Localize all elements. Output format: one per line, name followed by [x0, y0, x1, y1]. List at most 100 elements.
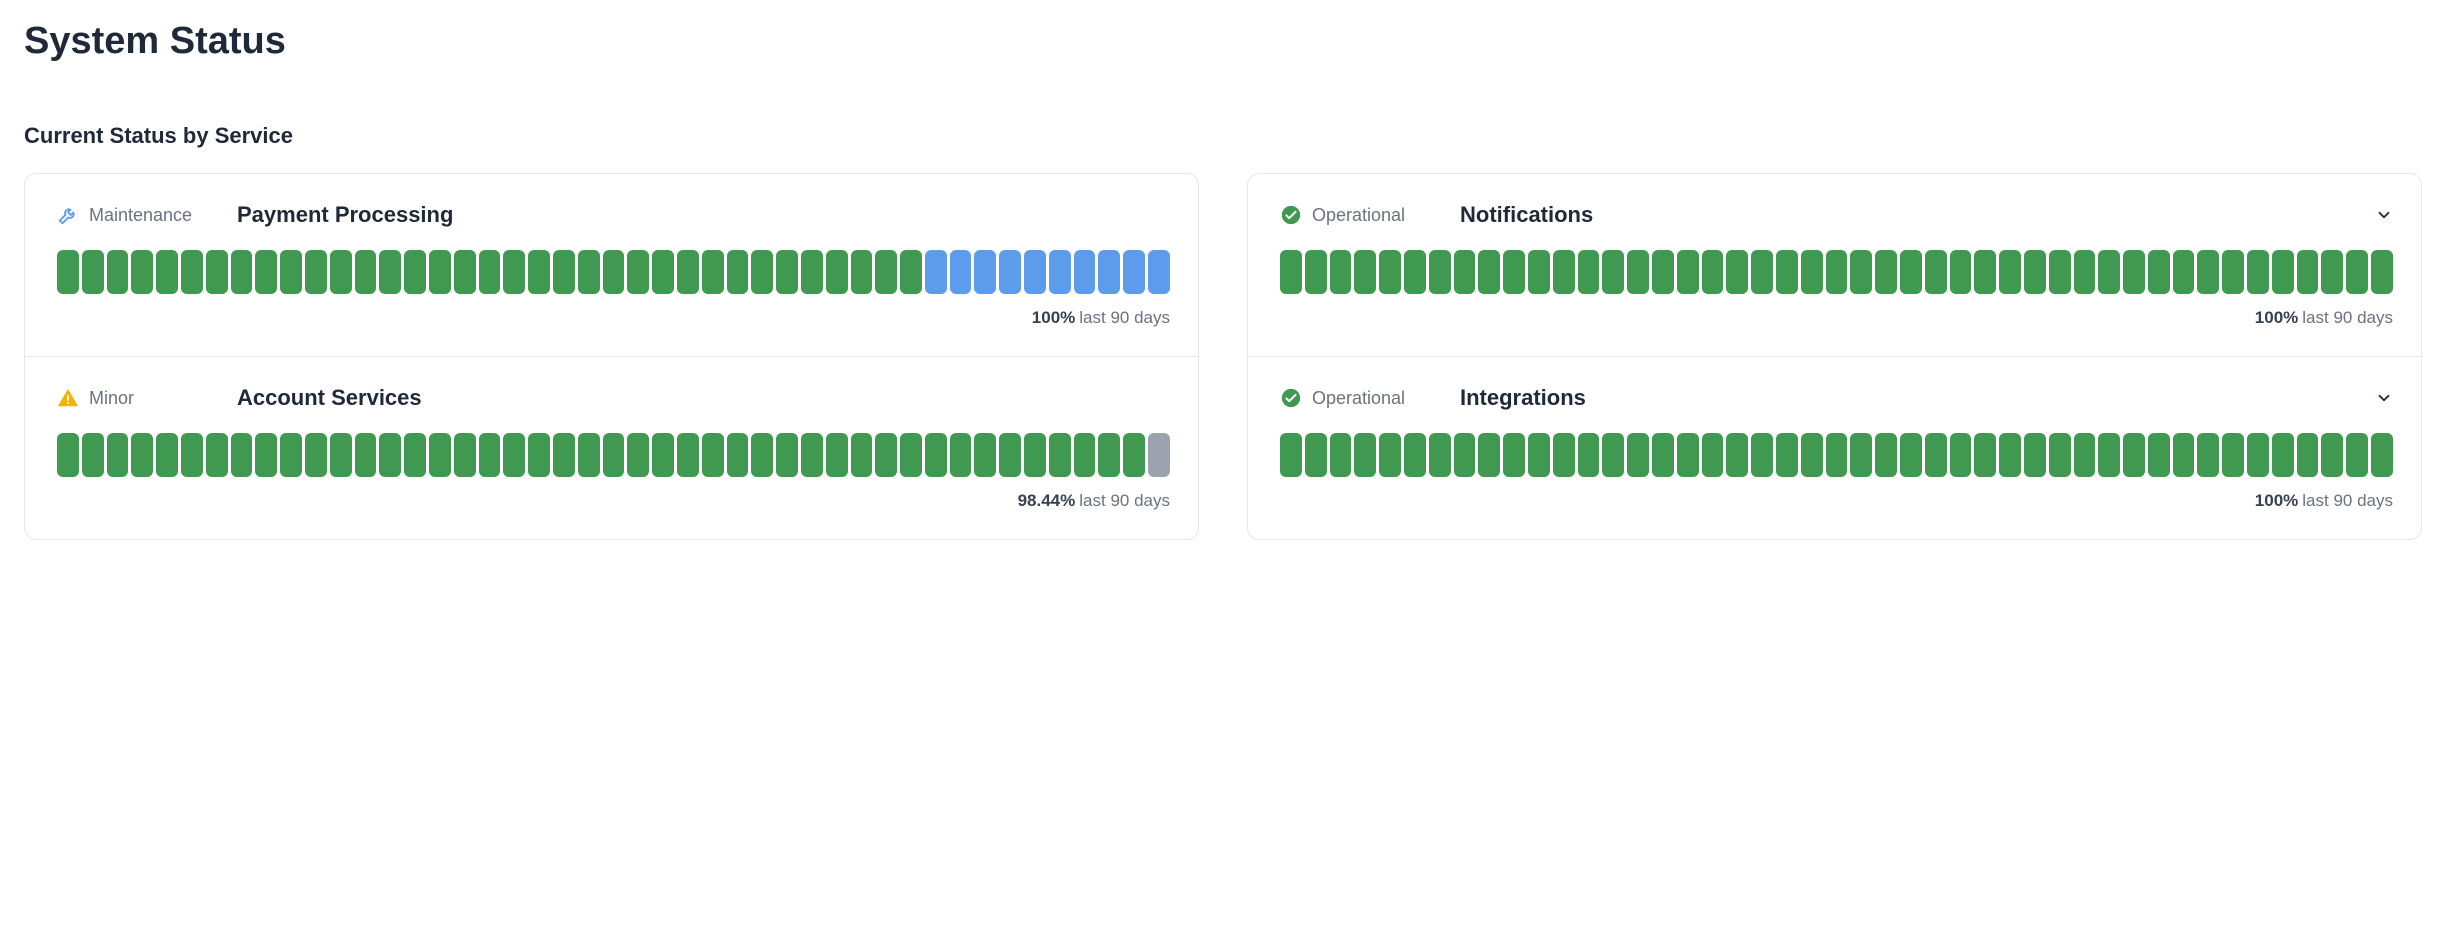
uptime-bar[interactable] — [57, 433, 79, 477]
uptime-bar[interactable] — [1627, 250, 1649, 294]
uptime-bar[interactable] — [1875, 433, 1897, 477]
uptime-bar[interactable] — [1826, 433, 1848, 477]
uptime-bar[interactable] — [1702, 250, 1724, 294]
uptime-bar[interactable] — [1677, 433, 1699, 477]
uptime-bar[interactable] — [1751, 433, 1773, 477]
uptime-bar[interactable] — [1875, 250, 1897, 294]
uptime-bar[interactable] — [454, 250, 476, 294]
uptime-bar[interactable] — [1974, 250, 1996, 294]
uptime-bar[interactable] — [2297, 250, 2319, 294]
uptime-bar[interactable] — [1528, 250, 1550, 294]
uptime-bar[interactable] — [404, 250, 426, 294]
uptime-bar[interactable] — [305, 250, 327, 294]
uptime-bar[interactable] — [330, 250, 352, 294]
uptime-bar[interactable] — [1404, 250, 1426, 294]
uptime-bar[interactable] — [82, 433, 104, 477]
uptime-bar[interactable] — [255, 433, 277, 477]
uptime-bar[interactable] — [627, 433, 649, 477]
uptime-bar[interactable] — [1900, 250, 1922, 294]
uptime-bar[interactable] — [2197, 433, 2219, 477]
uptime-bar[interactable] — [1702, 433, 1724, 477]
uptime-bar[interactable] — [974, 250, 996, 294]
uptime-bar[interactable] — [900, 250, 922, 294]
uptime-bar[interactable] — [1330, 433, 1352, 477]
uptime-bar[interactable] — [1074, 250, 1096, 294]
uptime-bar[interactable] — [1999, 250, 2021, 294]
uptime-bar[interactable] — [404, 433, 426, 477]
uptime-bar[interactable] — [1602, 250, 1624, 294]
uptime-bar[interactable] — [1503, 433, 1525, 477]
uptime-bar[interactable] — [1280, 433, 1302, 477]
uptime-bar[interactable] — [702, 250, 724, 294]
uptime-bar[interactable] — [1429, 250, 1451, 294]
uptime-bar[interactable] — [2049, 433, 2071, 477]
uptime-bar[interactable] — [1627, 433, 1649, 477]
uptime-bar[interactable] — [1850, 433, 1872, 477]
uptime-bar[interactable] — [2247, 433, 2269, 477]
uptime-bar[interactable] — [131, 250, 153, 294]
uptime-bar[interactable] — [974, 433, 996, 477]
chevron-down-icon[interactable] — [2375, 206, 2393, 224]
uptime-bar[interactable] — [1776, 433, 1798, 477]
uptime-bar[interactable] — [206, 433, 228, 477]
uptime-bar[interactable] — [82, 250, 104, 294]
uptime-bar[interactable] — [1726, 433, 1748, 477]
uptime-bar[interactable] — [578, 433, 600, 477]
uptime-bar[interactable] — [553, 250, 575, 294]
uptime-bar[interactable] — [2321, 250, 2343, 294]
uptime-bar[interactable] — [131, 433, 153, 477]
uptime-bar[interactable] — [2346, 433, 2368, 477]
uptime-bar[interactable] — [479, 433, 501, 477]
uptime-bar[interactable] — [1098, 433, 1120, 477]
uptime-bar[interactable] — [1098, 250, 1120, 294]
uptime-bar[interactable] — [1950, 250, 1972, 294]
uptime-bar[interactable] — [1553, 250, 1575, 294]
uptime-bar[interactable] — [925, 250, 947, 294]
uptime-bar[interactable] — [801, 433, 823, 477]
uptime-bar[interactable] — [528, 433, 550, 477]
uptime-bar[interactable] — [2197, 250, 2219, 294]
uptime-bar[interactable] — [1751, 250, 1773, 294]
uptime-bar[interactable] — [702, 433, 724, 477]
uptime-bar[interactable] — [1478, 433, 1500, 477]
uptime-bar[interactable] — [2024, 250, 2046, 294]
uptime-bar[interactable] — [1826, 250, 1848, 294]
uptime-bar[interactable] — [429, 250, 451, 294]
uptime-bar[interactable] — [454, 433, 476, 477]
uptime-bar[interactable] — [528, 250, 550, 294]
uptime-bar[interactable] — [826, 250, 848, 294]
uptime-bar[interactable] — [1850, 250, 1872, 294]
uptime-bar[interactable] — [1429, 433, 1451, 477]
uptime-bar[interactable] — [1578, 250, 1600, 294]
uptime-bar[interactable] — [1925, 433, 1947, 477]
uptime-bar[interactable] — [2049, 250, 2071, 294]
uptime-bar[interactable] — [2297, 433, 2319, 477]
uptime-bar[interactable] — [1024, 433, 1046, 477]
uptime-bar[interactable] — [875, 250, 897, 294]
uptime-bar[interactable] — [751, 250, 773, 294]
uptime-bar[interactable] — [2098, 433, 2120, 477]
uptime-bar[interactable] — [1305, 433, 1327, 477]
uptime-bar[interactable] — [2247, 250, 2269, 294]
uptime-bar[interactable] — [429, 433, 451, 477]
uptime-bar[interactable] — [379, 433, 401, 477]
uptime-bar[interactable] — [950, 433, 972, 477]
uptime-bar[interactable] — [1049, 250, 1071, 294]
uptime-bar[interactable] — [925, 433, 947, 477]
uptime-bar[interactable] — [1354, 433, 1376, 477]
uptime-bar[interactable] — [2346, 250, 2368, 294]
uptime-bar[interactable] — [999, 250, 1021, 294]
uptime-bar[interactable] — [1652, 433, 1674, 477]
uptime-bar[interactable] — [1280, 250, 1302, 294]
uptime-bar[interactable] — [379, 250, 401, 294]
uptime-bar[interactable] — [1776, 250, 1798, 294]
uptime-bar[interactable] — [2123, 433, 2145, 477]
uptime-bar[interactable] — [677, 250, 699, 294]
uptime-bar[interactable] — [2074, 433, 2096, 477]
uptime-bar[interactable] — [1925, 250, 1947, 294]
uptime-bar[interactable] — [1999, 433, 2021, 477]
uptime-bar[interactable] — [479, 250, 501, 294]
uptime-bar[interactable] — [2123, 250, 2145, 294]
uptime-bar[interactable] — [603, 433, 625, 477]
uptime-bar[interactable] — [851, 250, 873, 294]
